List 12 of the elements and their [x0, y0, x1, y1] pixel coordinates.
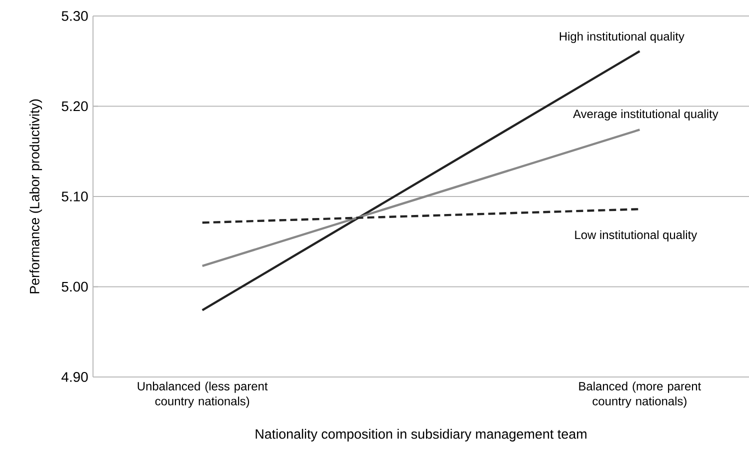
y-tick-label: 5.10	[62, 192, 88, 202]
y-tick-label: 5.00	[62, 282, 88, 292]
series-label: Low institutional quality	[575, 230, 698, 242]
x-tick-label: Unbalanced (less parent country nationals)	[138, 382, 268, 408]
x-tick-label: Balanced (more parent country nationals)	[579, 382, 702, 408]
y-tick-label: 5.30	[62, 11, 88, 21]
series-label: Average institutional quality	[573, 109, 718, 121]
y-tick-label: 4.90	[61, 372, 88, 382]
y-tick-label: 5.20	[62, 101, 88, 112]
series-label: High institutional quality	[560, 32, 684, 43]
y-axis-title: Performance (Labor productivity)	[29, 99, 42, 294]
x-axis-title: Nationality composition in subsidiary management team	[256, 428, 586, 442]
